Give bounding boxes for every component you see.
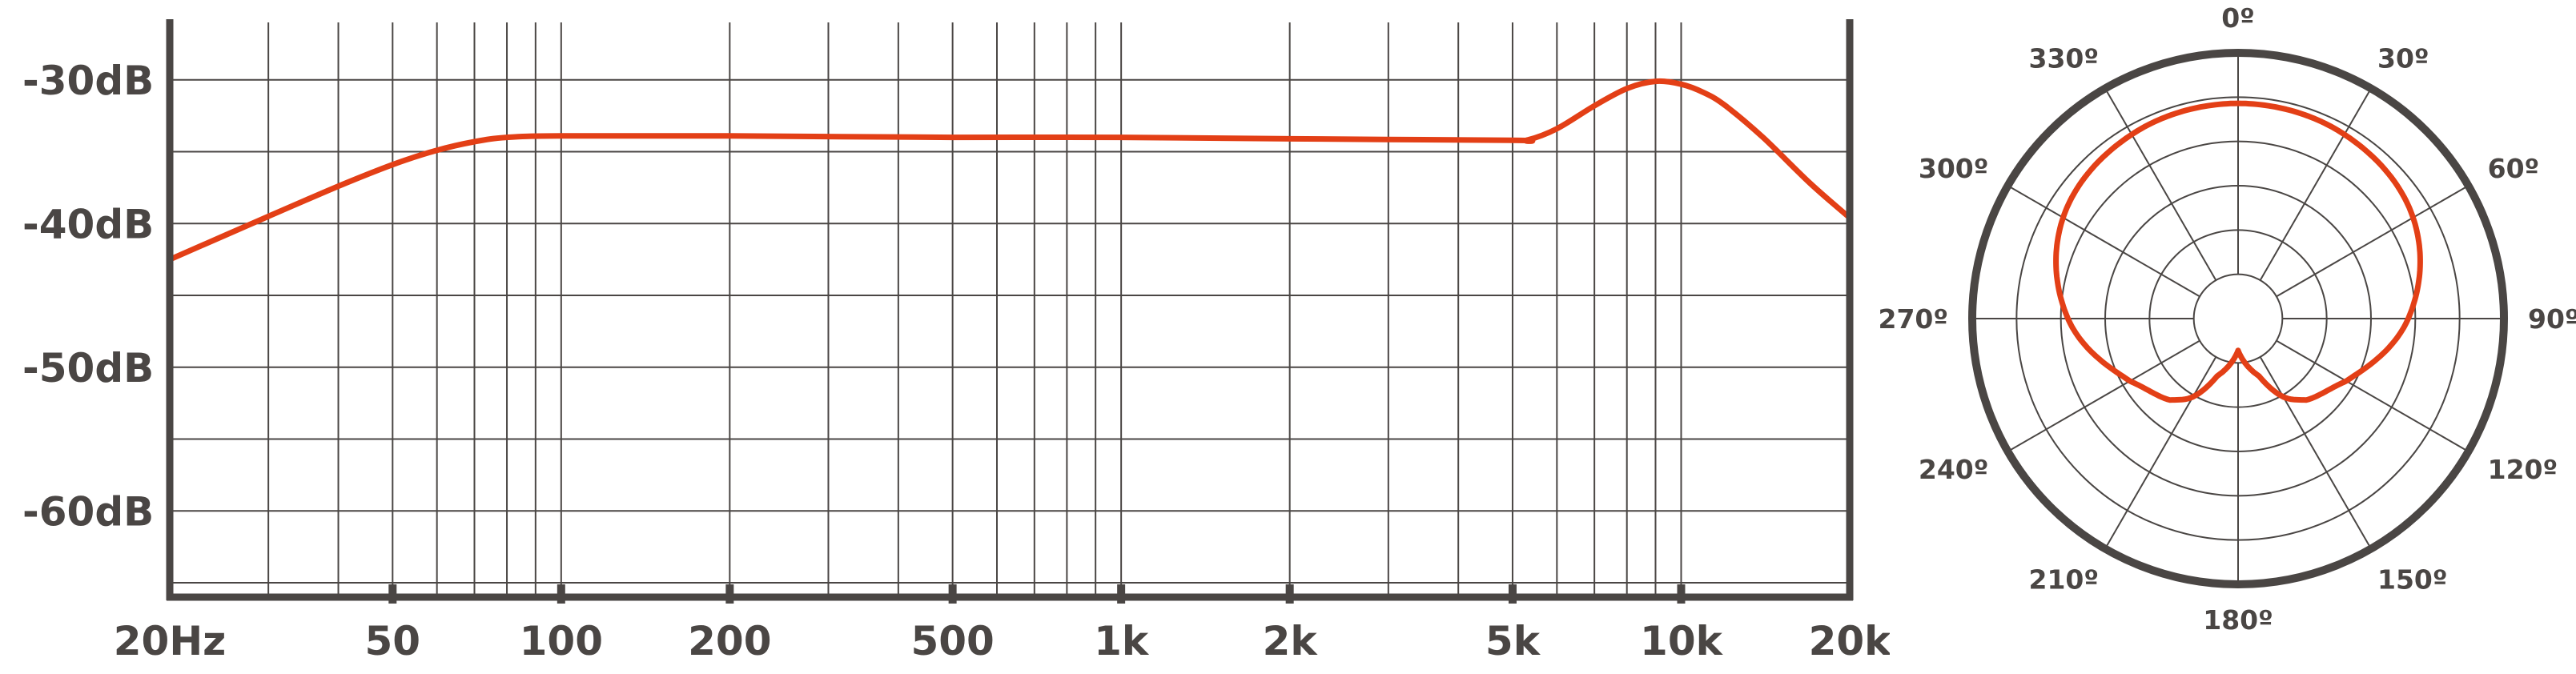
polar-outer-ring: [1968, 49, 2508, 588]
x-tick-mark: [1285, 584, 1294, 604]
polar-angle-label: 300º: [1919, 153, 1989, 184]
frequency-curve-group: [167, 78, 1853, 263]
x-tick-label: 20Hz: [114, 618, 227, 664]
polar-spoke: [2007, 185, 2200, 298]
x-tick-label: 20k: [1809, 618, 1890, 664]
y-tick-label: -30dB: [22, 58, 154, 104]
polar-angle-label: 30º: [2377, 42, 2429, 74]
x-tick-mark: [725, 584, 734, 604]
polar-angle-label: 180º: [2203, 604, 2273, 636]
y-tick-label: -60dB: [22, 488, 154, 535]
polar-ring: [2192, 273, 2284, 364]
polar-spoke: [2259, 87, 2372, 281]
x-tick-mark: [1508, 584, 1517, 604]
polar-spoke: [2259, 356, 2372, 550]
polar-ring: [2060, 140, 2417, 497]
polar-angle-labels: 0º30º60º90º120º150º180º210º240º270º300º3…: [1879, 2, 2576, 636]
polar-angle-label: 240º: [1919, 454, 1989, 485]
frequency-response-curve: [167, 78, 1853, 263]
polar-curve-group: [2053, 100, 2423, 403]
x-tick-mark: [1117, 584, 1126, 604]
polar-angle-label: 60º: [2488, 153, 2540, 184]
x-tick-label: 5k: [1485, 618, 1541, 664]
x-tick-label: 50: [364, 618, 420, 664]
x-tick-label: 100: [520, 618, 603, 664]
frequency-response-chart: -30dB -40dB -50dB -60dB 20Hz 50 100 200 500 1k 2k…: [22, 19, 1890, 664]
polar-angle-label: 330º: [2029, 42, 2100, 74]
polar-angle-label: 0º: [2221, 2, 2255, 34]
polar-ring: [2148, 229, 2328, 408]
x-tick-label: 200: [688, 618, 771, 664]
frequency-frame: [166, 19, 1854, 604]
x-tick-mark: [948, 584, 957, 604]
x-tick-mark: [557, 584, 565, 604]
polar-angle-label: 90º: [2528, 303, 2576, 335]
polar-spoke: [2007, 339, 2200, 452]
polar-spoke: [2276, 339, 2470, 452]
y-tick-label: -40dB: [22, 201, 154, 247]
polar-angle-label: 210º: [2029, 564, 2100, 596]
polar-pattern-curve: [2053, 100, 2423, 403]
polar-ring: [2104, 185, 2372, 452]
x-tick-label: 500: [910, 618, 994, 664]
x-tick-label: 10k: [1640, 618, 1724, 664]
polar-spoke: [2104, 356, 2217, 550]
polar-spoke: [2276, 185, 2470, 298]
x-tick-label: 1k: [1094, 618, 1150, 664]
x-tick-labels: 20Hz 50 100 200 500 1k 2k 5k 10k 20k: [114, 618, 1890, 664]
y-tick-label: -50dB: [22, 345, 154, 391]
x-tick-label: 2k: [1263, 618, 1319, 664]
x-tick-mark: [1677, 584, 1686, 604]
polar-angle-label: 120º: [2488, 454, 2558, 485]
frequency-grid: [170, 22, 1850, 597]
polar-spoke: [2104, 87, 2217, 281]
y-tick-labels: -30dB -40dB -50dB -60dB: [22, 58, 154, 535]
x-tick-mark: [388, 584, 397, 604]
polar-angle-label: 150º: [2377, 564, 2448, 596]
polar-ring: [2015, 96, 2461, 541]
polar-grid: [1968, 49, 2508, 588]
